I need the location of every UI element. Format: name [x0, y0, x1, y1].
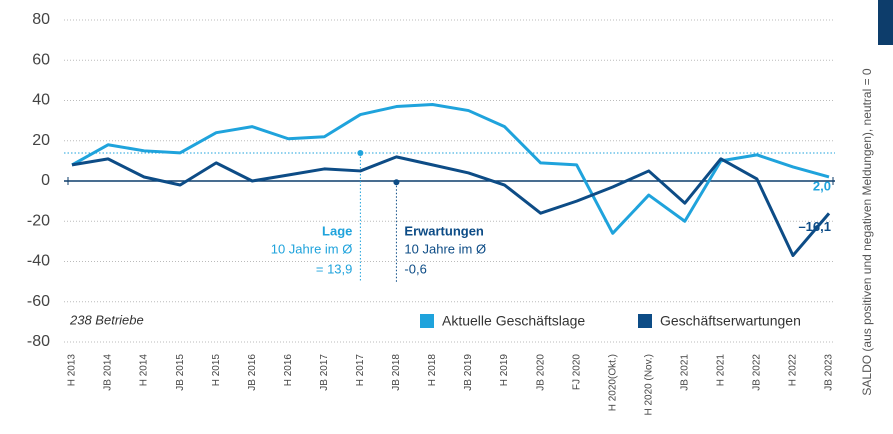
- x-tick-label: JB 2014: [103, 354, 114, 391]
- x-tick-label: JB 2017: [319, 354, 330, 391]
- value-label: –16,1: [798, 219, 831, 234]
- legend-swatch: [420, 314, 434, 328]
- y-tick-label: -60: [27, 293, 50, 310]
- y-tick-label: -40: [27, 253, 50, 270]
- x-tick-label: H 2016: [283, 354, 294, 387]
- x-tick-label: JB 2018: [391, 354, 402, 391]
- y-tick-label: 20: [32, 132, 50, 149]
- x-tick-label: H 2017: [355, 354, 366, 387]
- average-label: 10 Jahre im Ø: [271, 241, 353, 256]
- y-axis-label: SALDO (aus positiven und negativen Meldu…: [860, 68, 874, 396]
- average-dot: [393, 179, 400, 186]
- average-value: -0,6: [404, 261, 426, 276]
- x-tick-label: JB 2016: [247, 354, 258, 391]
- x-tick-label: H 2021: [715, 354, 726, 387]
- x-tick-label: H 2014: [139, 354, 150, 387]
- legend-label: Aktuelle Geschäftslage: [442, 313, 585, 329]
- corner-block: [878, 0, 893, 45]
- x-tick-label: H 2022: [788, 354, 799, 387]
- legend-label: Geschäftserwartungen: [660, 313, 801, 329]
- x-tick-label: H 2019: [499, 354, 510, 387]
- x-tick-label: H 2013: [67, 354, 78, 387]
- x-tick-label: FJ 2020: [571, 354, 582, 391]
- x-tick-label: JB 2022: [752, 354, 763, 391]
- x-tick-label: H 2020 (Nov.): [643, 354, 654, 416]
- value-label: 2,0: [813, 178, 831, 193]
- y-tick-label: 40: [32, 92, 50, 109]
- x-tick-label: JB 2019: [463, 354, 474, 391]
- y-tick-label: 80: [32, 11, 50, 28]
- x-tick-label: JB 2023: [824, 354, 835, 391]
- x-tick-label: JB 2015: [175, 354, 186, 391]
- x-tick-label: H 2018: [427, 354, 438, 387]
- x-tick-label: JB 2021: [679, 354, 690, 391]
- average-dot: [357, 150, 364, 157]
- average-name: Erwartungen: [404, 223, 484, 238]
- average-label: 10 Jahre im Ø: [404, 241, 486, 256]
- y-tick-label: -20: [27, 212, 50, 229]
- note: 238 Betriebe: [69, 312, 144, 327]
- series-line: [71, 103, 830, 235]
- legend-swatch: [638, 314, 652, 328]
- y-tick-label: 0: [41, 172, 50, 189]
- y-tick-label: -80: [27, 333, 50, 350]
- x-tick-label: H 2020(Okt.): [607, 354, 618, 411]
- x-tick-label: H 2015: [211, 354, 222, 387]
- y-tick-label: 60: [32, 51, 50, 68]
- average-value: = 13,9: [316, 261, 353, 276]
- average-name: Lage: [322, 223, 352, 238]
- series-line: [71, 155, 831, 257]
- x-tick-label: JB 2020: [535, 354, 546, 391]
